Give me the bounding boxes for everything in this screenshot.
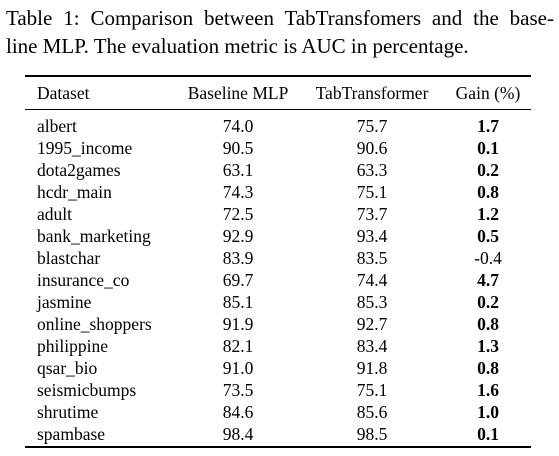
- cell-tabtransformer: 75.7: [356, 116, 388, 136]
- cell-tabtransformer: 91.8: [356, 358, 388, 378]
- cell-dataset: 1995_income: [37, 138, 133, 158]
- cell-dataset: shrutime: [37, 402, 99, 422]
- table-top-rule: [25, 75, 531, 77]
- header-dataset: Dataset: [37, 83, 90, 103]
- table-caption: Table 1: Comparison between TabTransfome…: [6, 4, 554, 60]
- cell-baseline-mlp: 73.5: [222, 380, 254, 400]
- cell-tabtransformer: 85.3: [356, 292, 388, 312]
- cell-dataset: albert: [37, 116, 77, 136]
- cell-gain: 0.2: [477, 292, 499, 312]
- cell-tabtransformer: 93.4: [356, 226, 388, 246]
- cell-gain: 0.1: [477, 424, 499, 444]
- cell-gain: 1.2: [477, 204, 499, 224]
- table-row: jasmine 85.1 85.3 0.2: [25, 291, 531, 313]
- cell-baseline-mlp: 74.3: [222, 182, 254, 202]
- cell-dataset: seismicbumps: [37, 380, 137, 400]
- cell-gain: 0.1: [477, 138, 499, 158]
- table-header-rule: [25, 109, 531, 110]
- cell-tabtransformer: 92.7: [356, 314, 388, 334]
- table-row: bank_marketing 92.9 93.4 0.5: [25, 225, 531, 247]
- cell-tabtransformer: 98.5: [356, 424, 388, 444]
- cell-dataset: bank_marketing: [37, 226, 151, 246]
- table-row: qsar_bio 91.0 91.8 0.8: [25, 357, 531, 379]
- header-gain: Gain (%): [455, 83, 521, 103]
- table-row: shrutime 84.6 85.6 1.0: [25, 401, 531, 423]
- table-row: philippine 82.1 83.4 1.3: [25, 335, 531, 357]
- header-baseline-mlp: Baseline MLP: [187, 83, 289, 103]
- cell-baseline-mlp: 69.7: [222, 270, 254, 290]
- cell-baseline-mlp: 83.9: [222, 248, 254, 268]
- table-bottom-rule: [25, 446, 531, 448]
- cell-gain: 1.6: [477, 380, 499, 400]
- cell-baseline-mlp: 98.4: [222, 424, 254, 444]
- table-row: adult 72.5 73.7 1.2: [25, 203, 531, 225]
- cell-tabtransformer: 90.6: [356, 138, 388, 158]
- cell-dataset: blastchar: [37, 248, 101, 268]
- cell-dataset: qsar_bio: [37, 358, 98, 378]
- cell-tabtransformer: 73.7: [356, 204, 388, 224]
- cell-gain: 1.7: [477, 116, 499, 136]
- table-row: blastchar 83.9 83.5 -0.4: [25, 247, 531, 269]
- cell-baseline-mlp: 90.5: [222, 138, 254, 158]
- cell-tabtransformer: 63.3: [356, 160, 388, 180]
- cell-baseline-mlp: 92.9: [222, 226, 254, 246]
- cell-baseline-mlp: 63.1: [222, 160, 254, 180]
- caption-line-2: line MLP. The evaluation metric is AUC i…: [6, 34, 469, 58]
- cell-tabtransformer: 74.4: [356, 270, 388, 290]
- cell-gain: 0.5: [477, 226, 499, 246]
- cell-gain: -0.4: [474, 248, 502, 268]
- cell-gain: 4.7: [477, 270, 499, 290]
- table-header-row: Dataset Baseline MLP TabTransformer Gain…: [25, 82, 531, 104]
- cell-dataset: philippine: [37, 336, 108, 356]
- cell-tabtransformer: 75.1: [356, 182, 388, 202]
- cell-baseline-mlp: 74.0: [222, 116, 254, 136]
- cell-tabtransformer: 83.5: [356, 248, 388, 268]
- cell-baseline-mlp: 91.0: [222, 358, 254, 378]
- table-row: albert 74.0 75.7 1.7: [25, 115, 531, 137]
- cell-gain: 0.8: [477, 182, 499, 202]
- table-row: dota2games 63.1 63.3 0.2: [25, 159, 531, 181]
- cell-baseline-mlp: 72.5: [222, 204, 254, 224]
- header-tabtransformer: TabTransformer: [315, 83, 429, 103]
- cell-dataset: jasmine: [37, 292, 92, 312]
- cell-dataset: hcdr_main: [37, 182, 112, 202]
- cell-gain: 1.0: [477, 402, 499, 422]
- table-row: online_shoppers 91.9 92.7 0.8: [25, 313, 531, 335]
- cell-gain: 0.2: [477, 160, 499, 180]
- table-row: hcdr_main 74.3 75.1 0.8: [25, 181, 531, 203]
- table-row: seismicbumps 73.5 75.1 1.6: [25, 379, 531, 401]
- cell-dataset: spambase: [37, 424, 106, 444]
- table-row: insurance_co 69.7 74.4 4.7: [25, 269, 531, 291]
- cell-baseline-mlp: 91.9: [222, 314, 254, 334]
- table-row: 1995_income 90.5 90.6 0.1: [25, 137, 531, 159]
- cell-baseline-mlp: 82.1: [222, 336, 254, 356]
- caption-line-1: Table 1: Comparison between TabTransfome…: [6, 6, 554, 30]
- cell-tabtransformer: 83.4: [356, 336, 388, 356]
- cell-gain: 0.8: [477, 314, 499, 334]
- cell-dataset: dota2games: [37, 160, 121, 180]
- cell-gain: 0.8: [477, 358, 499, 378]
- cell-tabtransformer: 75.1: [356, 380, 388, 400]
- table-row: spambase 98.4 98.5 0.1: [25, 423, 531, 445]
- cell-gain: 1.3: [477, 336, 499, 356]
- cell-dataset: online_shoppers: [37, 314, 152, 334]
- cell-dataset: adult: [37, 204, 72, 224]
- cell-dataset: insurance_co: [37, 270, 130, 290]
- cell-baseline-mlp: 85.1: [222, 292, 254, 312]
- cell-tabtransformer: 85.6: [356, 402, 388, 422]
- cell-baseline-mlp: 84.6: [222, 402, 254, 422]
